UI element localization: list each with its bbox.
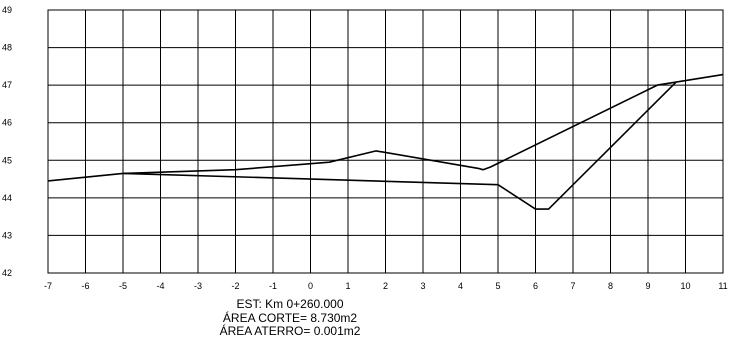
x-tick-label: 8	[608, 281, 613, 291]
cross-section-chart: -7 -6 -5 -4 -3 -2 -1 0 1 2 3 4 5 6 7 8 9 10 11 42434445464…	[2, 5, 728, 291]
terrain-profile-line	[47, 73, 724, 182]
y-tick-labels: 42 43 44 45 46 47 48 49	[2, 5, 12, 278]
fill-area-label: ÁREA ATERRO= 0.001m2	[219, 324, 361, 338]
x-tick-label: 2	[383, 281, 388, 291]
design-section-line	[122, 81, 677, 210]
series-layer	[47, 73, 724, 210]
x-tick-label: 10	[680, 281, 690, 291]
y-tick-label: 44	[2, 193, 12, 203]
x-tick-label: -6	[81, 281, 89, 291]
station-label: EST: Km 0+260.000	[236, 297, 344, 311]
x-tick-label: 7	[570, 281, 575, 291]
x-tick-labels: -7 -6 -5 -4 -3 -2 -1 0 1 2 3 4 5 6 7 8 9 10 11	[44, 281, 728, 291]
x-tick-label: 1	[345, 281, 350, 291]
y-tick-label: 42	[2, 268, 12, 278]
x-tick-label: -7	[44, 281, 52, 291]
y-tick-label: 43	[2, 230, 12, 240]
x-tick-label: 3	[420, 281, 425, 291]
x-tick-label: -5	[119, 281, 127, 291]
x-tick-label: 4	[458, 281, 463, 291]
y-tick-label: 47	[2, 80, 12, 90]
x-tick-label: 11	[718, 281, 727, 291]
y-tick-label: 49	[2, 5, 12, 15]
y-tick-label: 48	[2, 43, 12, 53]
cut-area-label: ÁREA CORTE= 8.730m2	[222, 311, 358, 325]
y-tick-label: 45	[2, 155, 12, 165]
grid	[47, 9, 724, 274]
x-tick-label: 0	[308, 281, 313, 291]
y-tick-label: 46	[2, 118, 12, 128]
x-tick-label: 9	[645, 281, 650, 291]
x-tick-label: -1	[269, 281, 277, 291]
x-tick-label: 5	[495, 281, 500, 291]
x-tick-label: -3	[194, 281, 202, 291]
x-tick-label: -2	[231, 281, 239, 291]
x-tick-label: -4	[156, 281, 164, 291]
plot-frame	[47, 9, 724, 274]
x-tick-label: 6	[533, 281, 538, 291]
